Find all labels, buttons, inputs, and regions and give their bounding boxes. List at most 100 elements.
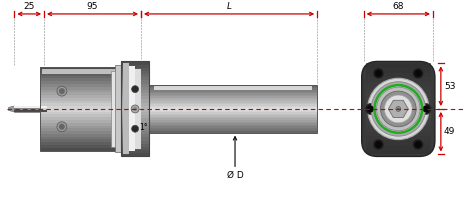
Polygon shape — [366, 95, 431, 100]
Polygon shape — [149, 106, 317, 107]
Polygon shape — [40, 123, 131, 126]
Polygon shape — [121, 122, 149, 125]
Circle shape — [375, 70, 382, 77]
Polygon shape — [40, 131, 131, 134]
Polygon shape — [40, 76, 131, 78]
Polygon shape — [149, 115, 317, 117]
Polygon shape — [121, 103, 149, 106]
Polygon shape — [149, 131, 317, 133]
Polygon shape — [366, 104, 431, 109]
Circle shape — [133, 107, 137, 111]
Polygon shape — [149, 122, 317, 123]
Polygon shape — [121, 125, 149, 128]
Circle shape — [413, 68, 424, 79]
Polygon shape — [366, 86, 431, 91]
Polygon shape — [9, 106, 14, 112]
Polygon shape — [121, 144, 149, 147]
Polygon shape — [40, 92, 131, 95]
Polygon shape — [149, 129, 317, 131]
Polygon shape — [366, 91, 431, 95]
Polygon shape — [123, 63, 129, 154]
Polygon shape — [366, 77, 431, 82]
Polygon shape — [40, 81, 131, 84]
Polygon shape — [121, 77, 149, 80]
Ellipse shape — [368, 78, 429, 140]
Circle shape — [413, 139, 424, 150]
Text: Ø D: Ø D — [227, 171, 243, 180]
Circle shape — [415, 70, 421, 77]
Polygon shape — [40, 106, 131, 109]
Polygon shape — [149, 107, 317, 109]
Polygon shape — [121, 87, 149, 90]
Polygon shape — [121, 99, 149, 103]
Polygon shape — [149, 112, 317, 114]
Polygon shape — [149, 85, 317, 87]
Polygon shape — [40, 142, 131, 145]
Polygon shape — [149, 96, 317, 98]
Text: L: L — [227, 2, 232, 11]
Polygon shape — [40, 109, 131, 112]
Polygon shape — [121, 65, 149, 68]
Polygon shape — [121, 150, 149, 153]
Polygon shape — [366, 63, 431, 68]
Circle shape — [373, 68, 384, 79]
Polygon shape — [366, 68, 431, 72]
Polygon shape — [40, 128, 131, 131]
Polygon shape — [121, 134, 149, 137]
Text: 1°: 1° — [139, 123, 148, 132]
Polygon shape — [149, 123, 317, 125]
Polygon shape — [135, 69, 141, 148]
Circle shape — [59, 88, 65, 94]
Polygon shape — [366, 141, 431, 145]
Circle shape — [415, 141, 421, 148]
Polygon shape — [366, 132, 431, 136]
Polygon shape — [121, 147, 149, 150]
Polygon shape — [366, 109, 431, 113]
Circle shape — [375, 141, 382, 148]
Polygon shape — [40, 134, 131, 137]
Polygon shape — [40, 120, 131, 123]
Polygon shape — [121, 118, 149, 122]
Polygon shape — [149, 87, 317, 88]
Polygon shape — [149, 109, 317, 110]
Ellipse shape — [377, 87, 420, 131]
Text: 25: 25 — [24, 2, 35, 11]
Circle shape — [131, 105, 139, 113]
Polygon shape — [40, 114, 131, 117]
Polygon shape — [121, 68, 149, 71]
Polygon shape — [40, 70, 131, 73]
Polygon shape — [149, 99, 317, 101]
Polygon shape — [40, 101, 131, 103]
Polygon shape — [149, 88, 317, 90]
Polygon shape — [366, 118, 431, 123]
Text: 68: 68 — [392, 2, 404, 11]
Polygon shape — [40, 103, 131, 106]
Polygon shape — [366, 127, 431, 132]
Polygon shape — [115, 65, 121, 152]
Circle shape — [57, 86, 67, 96]
Polygon shape — [40, 95, 131, 98]
Polygon shape — [121, 131, 149, 134]
Polygon shape — [149, 101, 317, 103]
Circle shape — [367, 106, 374, 112]
Polygon shape — [14, 106, 47, 112]
Circle shape — [397, 108, 399, 110]
Polygon shape — [149, 95, 317, 96]
Polygon shape — [40, 112, 131, 114]
Polygon shape — [121, 112, 149, 115]
Circle shape — [373, 139, 384, 150]
Polygon shape — [14, 106, 47, 108]
Polygon shape — [121, 61, 149, 65]
Polygon shape — [149, 91, 317, 93]
Polygon shape — [121, 128, 149, 131]
Text: 49: 49 — [444, 127, 455, 136]
Polygon shape — [121, 109, 149, 112]
Polygon shape — [111, 71, 115, 147]
Polygon shape — [121, 93, 149, 96]
Polygon shape — [149, 98, 317, 99]
Polygon shape — [121, 90, 149, 93]
Polygon shape — [149, 120, 317, 122]
Text: 95: 95 — [87, 2, 98, 11]
Polygon shape — [366, 100, 431, 104]
Ellipse shape — [371, 82, 426, 136]
